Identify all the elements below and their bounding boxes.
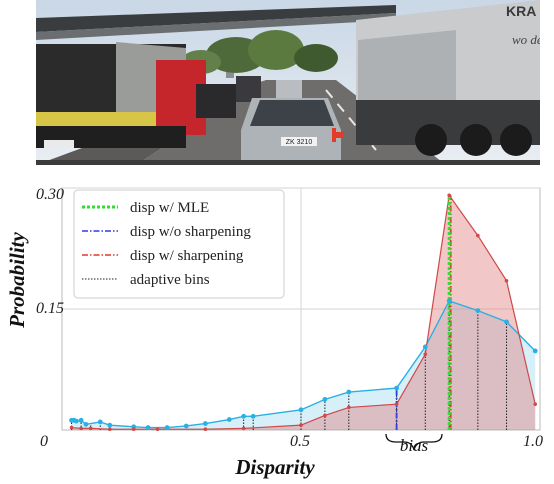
point-unsharpened-10 bbox=[183, 423, 189, 429]
point-sharpened-7 bbox=[241, 426, 246, 431]
point-sharpened-12 bbox=[423, 352, 428, 356]
point-unsharpened-22 bbox=[504, 319, 509, 325]
point-unsharpened-13 bbox=[241, 413, 247, 419]
point-unsharpened-16 bbox=[322, 396, 328, 402]
legend-label-sharpened: disp w/ sharpening bbox=[130, 248, 244, 264]
point-sharpened-8 bbox=[299, 423, 303, 427]
area-fills bbox=[71, 195, 536, 430]
traffic-photo: ZK 3210 KRA wo de bbox=[36, 0, 540, 165]
point-unsharpened-21 bbox=[475, 308, 481, 314]
point-unsharpened-4 bbox=[83, 421, 89, 427]
point-unsharpened-23 bbox=[532, 348, 538, 354]
series-points bbox=[69, 193, 538, 431]
point-sharpened-0 bbox=[69, 425, 74, 430]
point-unsharpened-8 bbox=[145, 425, 151, 430]
point-sharpened-4 bbox=[131, 427, 136, 431]
point-unsharpened-2 bbox=[73, 418, 79, 424]
truck-lettering-2: wo de bbox=[512, 32, 540, 47]
x-axis-label: Disparity bbox=[234, 455, 315, 479]
area-sharpened bbox=[71, 195, 536, 430]
point-unsharpened-14 bbox=[250, 413, 256, 419]
point-unsharpened-11 bbox=[203, 421, 208, 426]
point-unsharpened-3 bbox=[78, 417, 84, 423]
point-sharpened-9 bbox=[323, 413, 327, 418]
legend-label-bins: adaptive bins bbox=[130, 272, 210, 288]
x-tick-0: 0 bbox=[40, 433, 48, 450]
point-sharpened-6 bbox=[203, 427, 208, 431]
point-sharpened-15 bbox=[504, 278, 509, 283]
point-unsharpened-5 bbox=[97, 419, 103, 425]
point-sharpened-5 bbox=[155, 427, 160, 431]
x-tick-1: 0.5 bbox=[290, 433, 310, 450]
point-sharpened-16 bbox=[533, 402, 538, 406]
point-sharpened-13 bbox=[447, 193, 451, 198]
license-plate: ZK 3210 bbox=[286, 139, 313, 146]
y-tick-0: 0.30 bbox=[36, 186, 64, 203]
bias-label: bias bbox=[400, 436, 429, 455]
point-unsharpened-18 bbox=[394, 385, 399, 391]
disparity-markers bbox=[395, 195, 452, 430]
point-unsharpened-20 bbox=[446, 298, 452, 304]
point-unsharpened-12 bbox=[226, 417, 232, 422]
bias-brace bbox=[385, 433, 443, 451]
y-tick-1: 0.15 bbox=[36, 300, 64, 317]
point-sharpened-3 bbox=[108, 427, 112, 431]
point-sharpened-1 bbox=[79, 426, 83, 431]
point-sharpened-14 bbox=[476, 233, 480, 238]
grid-lines bbox=[62, 187, 540, 430]
point-unsharpened-6 bbox=[107, 422, 113, 428]
point-sharpened-11 bbox=[394, 402, 399, 406]
legend-label-unsharpened: disp w/o sharpening bbox=[130, 224, 251, 240]
legend: disp w/ MLE disp w/o sharpening disp w/ … bbox=[73, 189, 285, 299]
point-sharpened-10 bbox=[347, 405, 351, 410]
point-sharpened-2 bbox=[88, 426, 93, 431]
legend-label-mle: disp w/ MLE bbox=[130, 200, 209, 216]
probability-chart: bias 0.30 0.15 0 0.5 1.0 Disparity Proba… bbox=[5, 186, 543, 479]
point-unsharpened-17 bbox=[346, 389, 352, 395]
point-unsharpened-15 bbox=[298, 407, 304, 413]
area-unsharpened bbox=[71, 300, 536, 430]
y-axis-label: Probability bbox=[5, 231, 29, 328]
truck-lettering: KRA bbox=[506, 3, 536, 19]
x-tick-2: 1.0 bbox=[523, 433, 543, 450]
point-unsharpened-19 bbox=[422, 344, 428, 350]
point-unsharpened-9 bbox=[164, 425, 170, 430]
